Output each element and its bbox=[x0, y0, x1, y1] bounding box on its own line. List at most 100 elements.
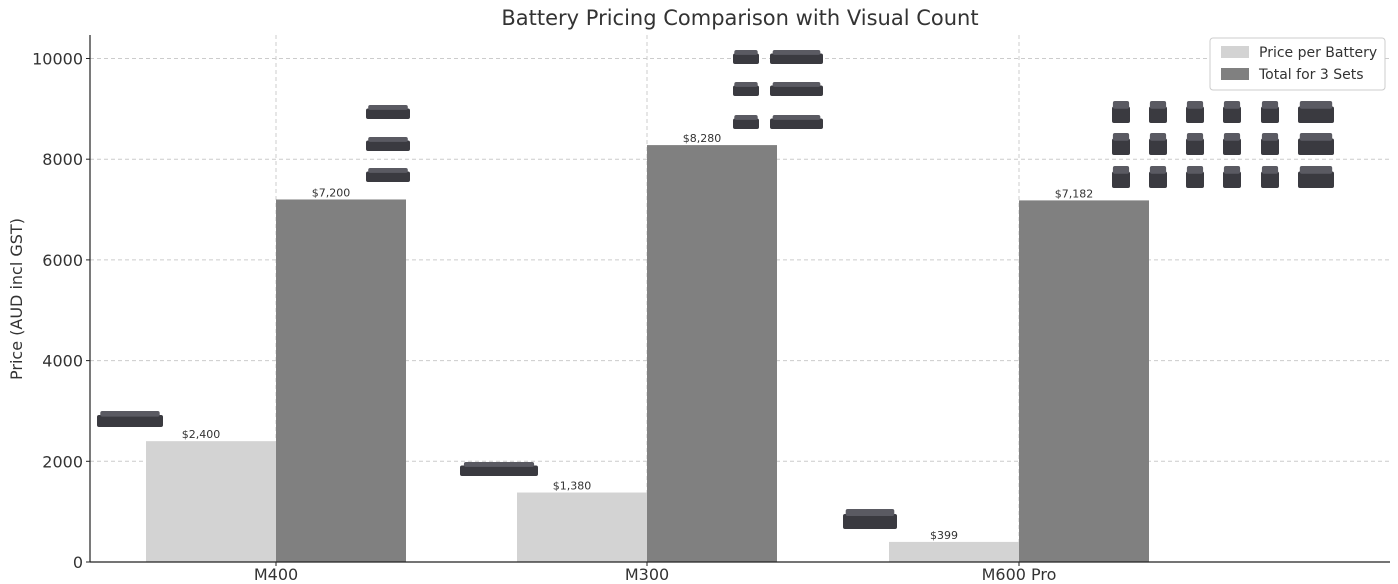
battery-icon-m600-total-1-0 bbox=[1112, 133, 1130, 155]
battery-icon-m300-total-large-0 bbox=[770, 50, 823, 64]
battery-icon-m300-total-small-0 bbox=[733, 50, 759, 64]
battery-icon-m600-total-2-5-top bbox=[1299, 166, 1333, 174]
battery-icon-m600-total-0-2-body bbox=[1186, 106, 1204, 123]
battery-icon-m400-total-0 bbox=[366, 105, 410, 119]
y-tick-label-2000: 2000 bbox=[42, 452, 83, 471]
battery-icon-m600-total-2-2-body bbox=[1186, 171, 1204, 188]
legend: Price per Battery Total for 3 Sets bbox=[1209, 37, 1386, 91]
bar-price-per-battery-m600-pro bbox=[889, 541, 1019, 562]
legend-label-price-per-battery: Price per Battery bbox=[1259, 45, 1377, 61]
battery-icon-m400-single-top bbox=[100, 411, 160, 417]
data-label-total-for-3-sets-m300: $8,280 bbox=[683, 132, 722, 145]
x-tick-label-m300: M300 bbox=[625, 565, 669, 584]
battery-icons-group bbox=[97, 50, 1334, 529]
battery-icon-m600-total-1-5-body bbox=[1298, 138, 1334, 155]
battery-icon-m600-total-1-1-top bbox=[1149, 133, 1167, 141]
battery-icon-m600-total-2-3 bbox=[1223, 166, 1241, 188]
battery-icon-m600-total-1-3-body bbox=[1223, 138, 1241, 155]
battery-icon-m300-total-small-1 bbox=[733, 82, 759, 96]
battery-icon-m600-single-top bbox=[845, 509, 895, 516]
battery-icon-m300-single bbox=[460, 462, 538, 476]
battery-icon-m400-single bbox=[97, 411, 163, 427]
battery-icon-m600-total-1-0-top bbox=[1112, 133, 1130, 141]
battery-icon-m600-total-2-0 bbox=[1112, 166, 1130, 188]
battery-icon-m600-total-0-1 bbox=[1149, 101, 1167, 123]
battery-icon-m600-total-0-2 bbox=[1186, 101, 1204, 123]
battery-icon-m300-total-small-2-body bbox=[733, 118, 759, 129]
battery-icon-m300-total-small-1-top bbox=[734, 82, 758, 87]
battery-icon-m600-total-2-2-top bbox=[1186, 166, 1204, 174]
battery-icon-m600-total-0-0 bbox=[1112, 101, 1130, 123]
battery-icon-m400-total-1 bbox=[366, 137, 410, 151]
data-label-total-for-3-sets-m600-pro: $7,182 bbox=[1055, 187, 1094, 200]
battery-icon-m400-total-1-top bbox=[368, 137, 408, 142]
battery-icon-m600-total-0-5 bbox=[1298, 101, 1334, 123]
battery-icon-m600-total-2-1 bbox=[1149, 166, 1167, 188]
battery-icon-m400-single-body bbox=[97, 415, 163, 427]
battery-icon-m300-total-large-1 bbox=[770, 82, 823, 96]
y-tick-label-4000: 4000 bbox=[42, 352, 83, 371]
battery-icon-m400-total-2-top bbox=[368, 168, 408, 173]
battery-icon-m600-single-body bbox=[843, 514, 897, 529]
battery-icon-m600-total-2-4 bbox=[1261, 166, 1279, 188]
battery-icon-m300-single-body bbox=[460, 465, 538, 476]
legend-label-total-for-3-sets: Total for 3 Sets bbox=[1258, 67, 1364, 83]
battery-icon-m600-total-2-5 bbox=[1298, 166, 1334, 188]
battery-icon-m600-total-2-1-top bbox=[1149, 166, 1167, 174]
battery-icon-m600-total-0-5-top bbox=[1299, 101, 1333, 109]
battery-icon-m300-total-small-2 bbox=[733, 115, 759, 129]
battery-icon-m300-single-top bbox=[463, 462, 535, 467]
chart-title: Battery Pricing Comparison with Visual C… bbox=[501, 6, 978, 30]
battery-icon-m600-total-2-5-body bbox=[1298, 171, 1334, 188]
battery-icon-m300-total-small-1-body bbox=[733, 85, 759, 96]
battery-icon-m600-total-2-1-body bbox=[1149, 171, 1167, 188]
battery-icon-m600-total-0-1-top bbox=[1149, 101, 1167, 109]
battery-icon-m600-total-0-4 bbox=[1261, 101, 1279, 123]
battery-icon-m400-total-2 bbox=[366, 168, 410, 182]
battery-icon-m400-total-2-body bbox=[366, 171, 410, 182]
battery-icon-m600-total-1-5-top bbox=[1299, 133, 1333, 141]
battery-icon-m600-total-1-1-body bbox=[1149, 138, 1167, 155]
axes-group: 0 2000 4000 6000 8000 10000 M400 M300 M600 Pro bbox=[32, 35, 1390, 584]
battery-icon-m600-total-2-2 bbox=[1186, 166, 1204, 188]
battery-icon-m300-total-small-0-top bbox=[734, 50, 758, 55]
battery-icon-m300-total-small-2-top bbox=[734, 115, 758, 120]
battery-icon-m300-total-large-1-body bbox=[770, 85, 823, 96]
battery-icon-m600-total-2-4-top bbox=[1261, 166, 1279, 174]
data-labels-group: $2,400 $1,380 $399 $7,200 $8,280 $7,182 bbox=[182, 132, 1094, 542]
bar-total-for-3-sets-m400 bbox=[276, 199, 406, 563]
battery-icon-m600-total-1-2-body bbox=[1186, 138, 1204, 155]
data-label-price-per-battery-m300: $1,380 bbox=[553, 480, 592, 493]
legend-swatch-total-for-3-sets bbox=[1221, 68, 1249, 80]
data-label-total-for-3-sets-m400: $7,200 bbox=[312, 186, 351, 199]
bar-price-per-battery-m300 bbox=[517, 492, 647, 562]
battery-icon-m600-total-0-0-body bbox=[1112, 106, 1130, 123]
battery-icon-m600-total-1-4-body bbox=[1261, 138, 1279, 155]
battery-icon-m600-total-0-3 bbox=[1223, 101, 1241, 123]
y-tick-label-8000: 8000 bbox=[42, 150, 83, 169]
battery-icon-m600-total-1-0-body bbox=[1112, 138, 1130, 155]
battery-icon-m600-total-1-3 bbox=[1223, 133, 1241, 155]
battery-icon-m600-total-0-3-top bbox=[1223, 101, 1241, 109]
bar-total-for-3-sets-m600-pro bbox=[1019, 200, 1149, 563]
battery-icon-m600-total-1-5 bbox=[1298, 133, 1334, 155]
data-label-price-per-battery-m400: $2,400 bbox=[182, 428, 221, 441]
battery-icon-m600-total-2-3-body bbox=[1223, 171, 1241, 188]
battery-icon-m600-total-0-1-body bbox=[1149, 106, 1167, 123]
battery-icon-m600-total-2-4-body bbox=[1261, 171, 1279, 188]
x-tick-label-m600-pro: M600 Pro bbox=[982, 565, 1057, 584]
battery-icon-m300-total-large-1-top bbox=[772, 82, 821, 87]
battery-icon-m600-total-1-4 bbox=[1261, 133, 1279, 155]
battery-icon-m400-total-0-body bbox=[366, 108, 410, 119]
battery-icon-m300-total-large-2-body bbox=[770, 118, 823, 129]
grid-lines bbox=[90, 35, 1390, 562]
battery-icon-m600-total-2-0-top bbox=[1112, 166, 1130, 174]
battery-icon-m600-single bbox=[843, 509, 897, 529]
y-tick-label-6000: 6000 bbox=[42, 251, 83, 270]
battery-icon-m400-total-1-body bbox=[366, 140, 410, 151]
battery-icon-m600-total-1-2 bbox=[1186, 133, 1204, 155]
legend-frame bbox=[1209, 37, 1386, 91]
y-tick-label-0: 0 bbox=[73, 553, 83, 572]
battery-icon-m300-total-large-0-body bbox=[770, 53, 823, 64]
